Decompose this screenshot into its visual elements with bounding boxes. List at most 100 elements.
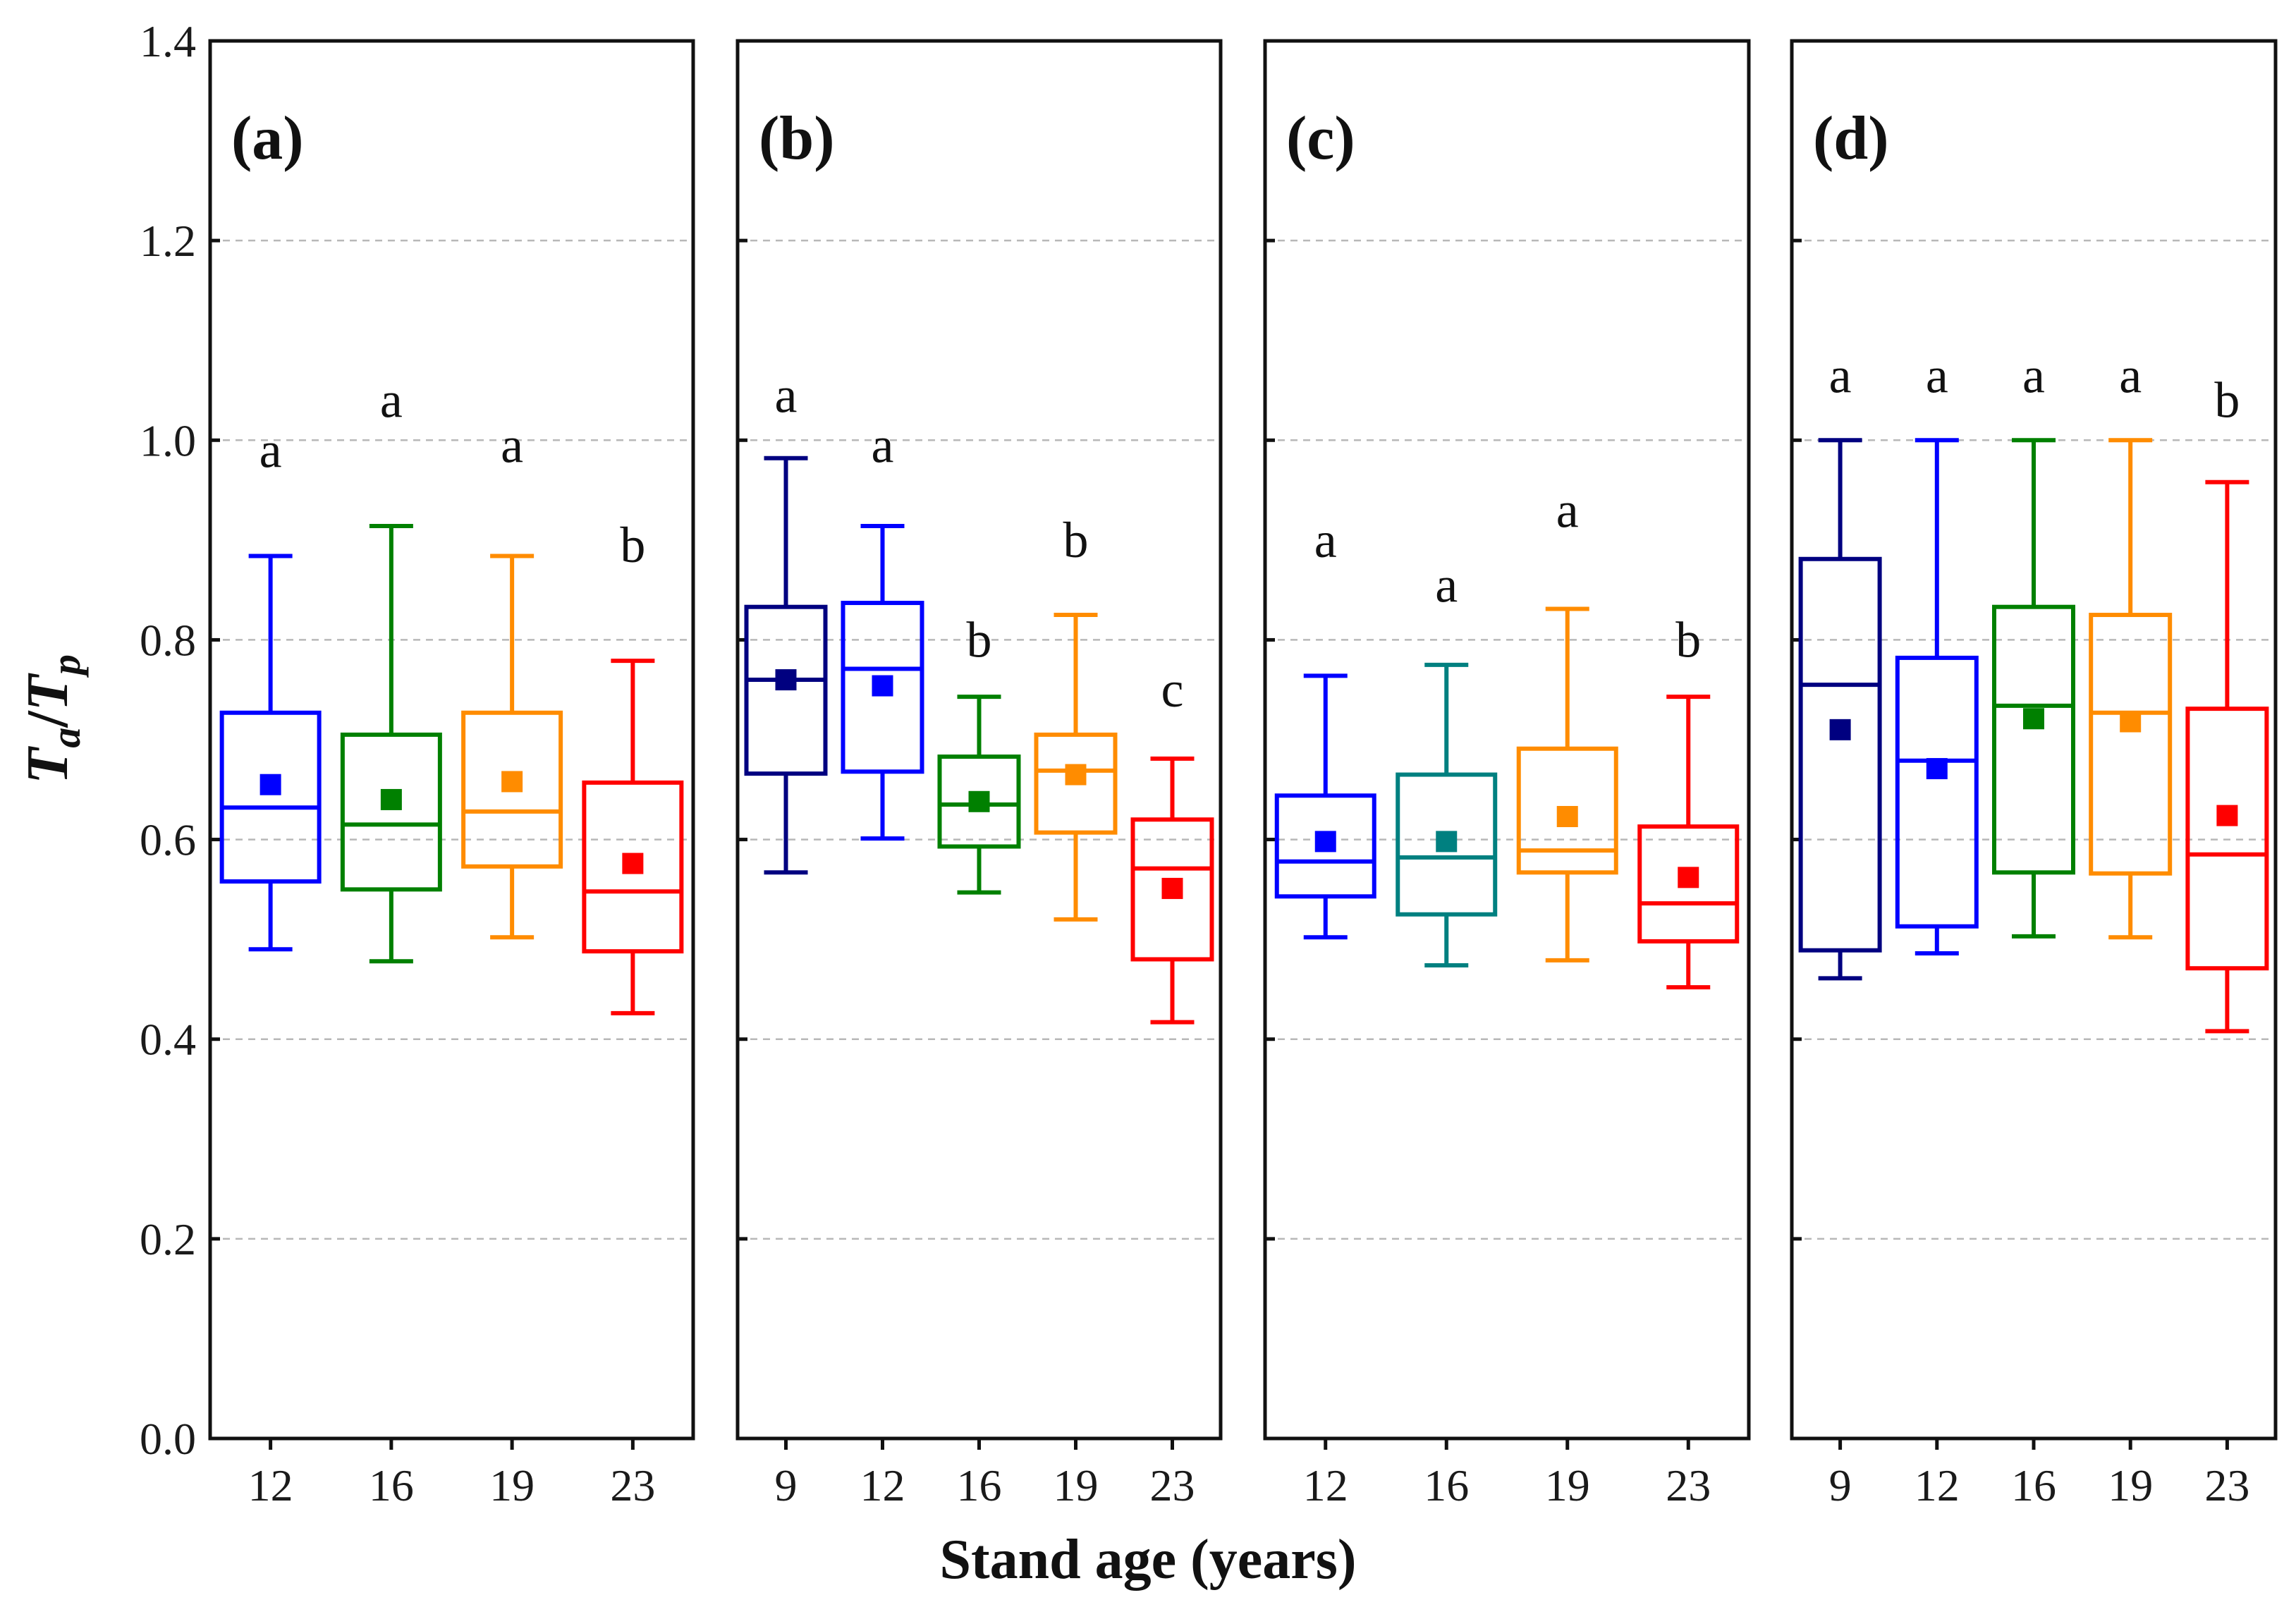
x-tick-label: 16 [1424, 1460, 1469, 1510]
panel-a: 0.0 0.2 0.4 0.6 0.8 1.0 1.2 1.4 a 12 a 16 a 19 b 23 (a) [140, 16, 695, 1510]
box-b-23: c 23 [1130, 661, 1214, 1510]
x-tick-label: 12 [1915, 1460, 1960, 1510]
mean-marker [1161, 877, 1183, 899]
y-axis-title-sub2: p [43, 654, 89, 678]
significance-letter: b [967, 611, 992, 668]
svg-text:Ta/Tp: Ta/Tp [15, 654, 89, 784]
x-tick-label: 16 [2011, 1460, 2056, 1510]
mean-marker [1556, 806, 1578, 828]
mean-marker [1436, 831, 1458, 853]
iqr-box [1034, 732, 1118, 835]
significance-letter: a [380, 372, 403, 429]
box-b-16: b 16 [937, 611, 1021, 1510]
mean-marker [872, 675, 893, 697]
mean-marker [1065, 764, 1087, 786]
iqr-box [1798, 556, 1882, 953]
iqr-box [1637, 824, 1740, 943]
y-axis-title-main1: T [15, 745, 80, 784]
mean-marker [2120, 711, 2142, 733]
x-tick-label: 19 [489, 1460, 535, 1510]
y-axis-title-main2: T [15, 672, 80, 711]
mean-marker [1678, 867, 1699, 888]
box-c-19: a 19 [1516, 482, 1618, 1510]
mean-marker [1926, 758, 1948, 780]
panel-frame [735, 39, 1223, 1441]
mean-marker [2216, 805, 2238, 826]
significance-letter: a [2119, 347, 2142, 403]
significance-letter: a [1926, 347, 1948, 403]
panel-label: (d) [1813, 104, 1889, 173]
iqr-box [1895, 655, 1979, 929]
x-tick-label: 9 [1829, 1460, 1852, 1510]
mean-marker [1314, 831, 1336, 853]
box-d-12: a 12 [1895, 347, 1979, 1510]
significance-letter: b [620, 517, 645, 573]
iqr-box [1130, 817, 1214, 962]
x-tick-label: 19 [1545, 1460, 1590, 1510]
x-tick-label: 23 [1150, 1460, 1195, 1510]
panel-frame [1790, 39, 2278, 1441]
mean-marker [1829, 719, 1851, 740]
mean-marker [2023, 708, 2044, 730]
iqr-box [1274, 793, 1376, 899]
iqr-box [2089, 613, 2173, 876]
significance-letter: a [1435, 557, 1458, 613]
iqr-box [744, 604, 828, 776]
mean-marker [968, 790, 990, 812]
y-tick-label: 1.4 [140, 16, 196, 66]
y-axis-title-slash: / [15, 710, 80, 728]
x-tick-label: 16 [957, 1460, 1002, 1510]
box-c-16: a 16 [1396, 557, 1498, 1510]
panel-label: (b) [759, 104, 835, 173]
x-tick-label: 23 [1666, 1460, 1711, 1510]
significance-letter: a [872, 417, 894, 473]
x-tick-label: 23 [2204, 1460, 2249, 1510]
x-tick-label: 9 [775, 1460, 798, 1510]
significance-letter: a [1314, 512, 1337, 568]
box-d-23: b 23 [2185, 372, 2269, 1510]
x-tick-label: 12 [860, 1460, 905, 1510]
x-axis-title: Stand age (years) [939, 1529, 1356, 1591]
y-tick-label: 0.2 [140, 1214, 196, 1264]
x-tick-label: 16 [369, 1460, 414, 1510]
box-a-23: b 23 [582, 517, 684, 1510]
iqr-box [2185, 707, 2269, 971]
x-tick-label: 12 [248, 1460, 293, 1510]
box-d-19: a 19 [2089, 347, 2173, 1510]
mean-marker [259, 774, 281, 795]
box-a-19: a 19 [461, 417, 563, 1510]
significance-letter: a [2022, 347, 2045, 403]
iqr-box [582, 780, 684, 954]
significance-letter: a [501, 417, 523, 473]
y-tick-label: 0.6 [140, 815, 196, 865]
x-tick-label: 19 [2108, 1460, 2153, 1510]
x-tick-label: 23 [610, 1460, 655, 1510]
panel-frame [208, 39, 695, 1441]
significance-letter: a [1829, 347, 1852, 403]
panel-c: a 12 a 16 a 19 b 23 (c) [1263, 39, 1751, 1510]
y-tick-label: 1.0 [140, 415, 196, 465]
box-b-19: b 19 [1034, 512, 1118, 1510]
x-tick-label: 12 [1303, 1460, 1348, 1510]
significance-letter: a [775, 367, 798, 424]
y-axis-title: Ta/Tp [15, 654, 89, 784]
y-tick-label: 0.8 [140, 615, 196, 665]
box-a-16: a 16 [340, 372, 442, 1510]
box-d-9: a9 [1798, 347, 1882, 1510]
iqr-box [219, 710, 322, 884]
x-tick-label: 19 [1054, 1460, 1099, 1510]
iqr-box [1396, 772, 1498, 917]
box-b-12: a 12 [841, 417, 924, 1510]
y-tick-label: 0.4 [140, 1015, 196, 1065]
iqr-box [340, 732, 442, 892]
iqr-box [841, 601, 924, 774]
mean-marker [775, 669, 797, 691]
y-axis-title-sub1: a [43, 728, 89, 748]
significance-letter: a [259, 422, 282, 478]
significance-letter: b [1675, 611, 1701, 668]
iqr-box [1516, 746, 1618, 875]
box-c-12: a 12 [1274, 512, 1376, 1510]
